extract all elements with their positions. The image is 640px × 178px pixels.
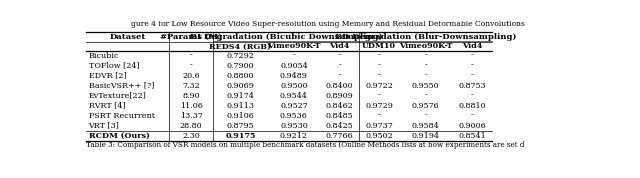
Text: -: - — [339, 52, 341, 60]
Text: Vimeo90K-T: Vimeo90K-T — [267, 42, 321, 50]
Text: VRT [3]: VRT [3] — [88, 122, 120, 130]
Text: PSRT Recurrent: PSRT Recurrent — [88, 112, 154, 120]
Text: BasicVSR++ [?]: BasicVSR++ [?] — [88, 82, 154, 90]
Text: Dataset: Dataset — [109, 33, 146, 41]
Text: TOFlow [24]: TOFlow [24] — [88, 62, 139, 70]
Text: -: - — [378, 52, 381, 60]
Text: 0.8795: 0.8795 — [227, 122, 254, 130]
Text: 8.90: 8.90 — [182, 92, 200, 100]
Text: -: - — [471, 112, 474, 120]
Text: 0.9722: 0.9722 — [365, 82, 393, 90]
Text: -: - — [190, 62, 193, 70]
Text: 0.9212: 0.9212 — [280, 132, 308, 140]
Text: -: - — [471, 62, 474, 70]
Text: -: - — [424, 52, 427, 60]
Text: 20.6: 20.6 — [182, 72, 200, 80]
Text: -: - — [378, 72, 381, 80]
Text: -: - — [339, 72, 341, 80]
Text: #Params (M): #Params (M) — [160, 33, 222, 41]
Text: EDVR [2]: EDVR [2] — [88, 72, 126, 80]
Text: 0.9113: 0.9113 — [227, 102, 255, 110]
Text: EvTexture[22]: EvTexture[22] — [88, 92, 147, 100]
Text: 0.9530: 0.9530 — [280, 122, 308, 130]
Text: -: - — [471, 92, 474, 100]
Text: 0.9174: 0.9174 — [227, 92, 254, 100]
Text: 28.80: 28.80 — [180, 122, 202, 130]
Text: 0.9489: 0.9489 — [280, 72, 308, 80]
Text: 7.32: 7.32 — [182, 82, 200, 90]
Text: -: - — [378, 92, 381, 100]
Text: -: - — [424, 112, 427, 120]
Text: 0.9006: 0.9006 — [458, 122, 486, 130]
Text: 0.9106: 0.9106 — [227, 112, 254, 120]
Text: RVRT [4]: RVRT [4] — [88, 102, 125, 110]
Text: 0.9527: 0.9527 — [280, 102, 308, 110]
Text: 0.8810: 0.8810 — [458, 102, 486, 110]
Text: 0.7900: 0.7900 — [227, 62, 254, 70]
Text: 0.9550: 0.9550 — [412, 82, 440, 90]
Text: 0.9536: 0.9536 — [280, 112, 308, 120]
Text: Vid4: Vid4 — [330, 42, 350, 50]
Text: 0.7766: 0.7766 — [326, 132, 353, 140]
Text: 0.9054: 0.9054 — [280, 62, 308, 70]
Text: REDS4 (RGB): REDS4 (RGB) — [209, 42, 271, 50]
Text: -: - — [424, 92, 427, 100]
Text: 0.9194: 0.9194 — [412, 132, 440, 140]
Text: Bicubic: Bicubic — [88, 52, 119, 60]
Text: UDM10: UDM10 — [362, 42, 396, 50]
Text: 0.9544: 0.9544 — [280, 92, 308, 100]
Text: BI Degradation (Bicubic Downsampling): BI Degradation (Bicubic Downsampling) — [190, 33, 383, 41]
Text: 0.8909: 0.8909 — [326, 92, 353, 100]
Text: -: - — [424, 72, 427, 80]
Text: -: - — [424, 62, 427, 70]
Text: BD Degradation (Blur-Downsampling): BD Degradation (Blur-Downsampling) — [335, 33, 516, 41]
Text: 13.37: 13.37 — [180, 112, 203, 120]
Text: RCDM (Ours): RCDM (Ours) — [88, 132, 149, 140]
Text: 2.30: 2.30 — [182, 132, 200, 140]
Text: -: - — [378, 62, 381, 70]
Text: -: - — [339, 62, 341, 70]
Text: gure 4 for Low Resource Video Super-resolution using Memory and Residual Deforma: gure 4 for Low Resource Video Super-reso… — [131, 20, 525, 28]
Text: Vid4: Vid4 — [462, 42, 483, 50]
Text: 0.8541: 0.8541 — [458, 132, 486, 140]
Text: -: - — [292, 52, 295, 60]
Text: 0.8462: 0.8462 — [326, 102, 353, 110]
Text: -: - — [471, 72, 474, 80]
Text: 0.8425: 0.8425 — [326, 122, 353, 130]
Text: 0.8400: 0.8400 — [326, 82, 353, 90]
Text: 0.8800: 0.8800 — [227, 72, 254, 80]
Text: Table 3: Comparison of VSR models on multiple benchmark datasets (Online Methods: Table 3: Comparison of VSR models on mul… — [86, 141, 525, 149]
Text: 0.9175: 0.9175 — [225, 132, 255, 140]
Text: -: - — [190, 52, 193, 60]
Text: 0.9576: 0.9576 — [412, 102, 440, 110]
Text: 0.9502: 0.9502 — [365, 132, 393, 140]
Text: -: - — [378, 112, 381, 120]
Text: 0.7292: 0.7292 — [227, 52, 254, 60]
Text: 0.9584: 0.9584 — [412, 122, 440, 130]
Text: 0.9500: 0.9500 — [280, 82, 308, 90]
Text: 0.9069: 0.9069 — [227, 82, 254, 90]
Text: 11.06: 11.06 — [180, 102, 203, 110]
Text: 0.9729: 0.9729 — [365, 102, 393, 110]
Text: 0.8485: 0.8485 — [326, 112, 353, 120]
Text: -: - — [471, 52, 474, 60]
Text: 0.8753: 0.8753 — [458, 82, 486, 90]
Text: 0.9737: 0.9737 — [365, 122, 393, 130]
Text: Vimeo90K-T: Vimeo90K-T — [399, 42, 452, 50]
